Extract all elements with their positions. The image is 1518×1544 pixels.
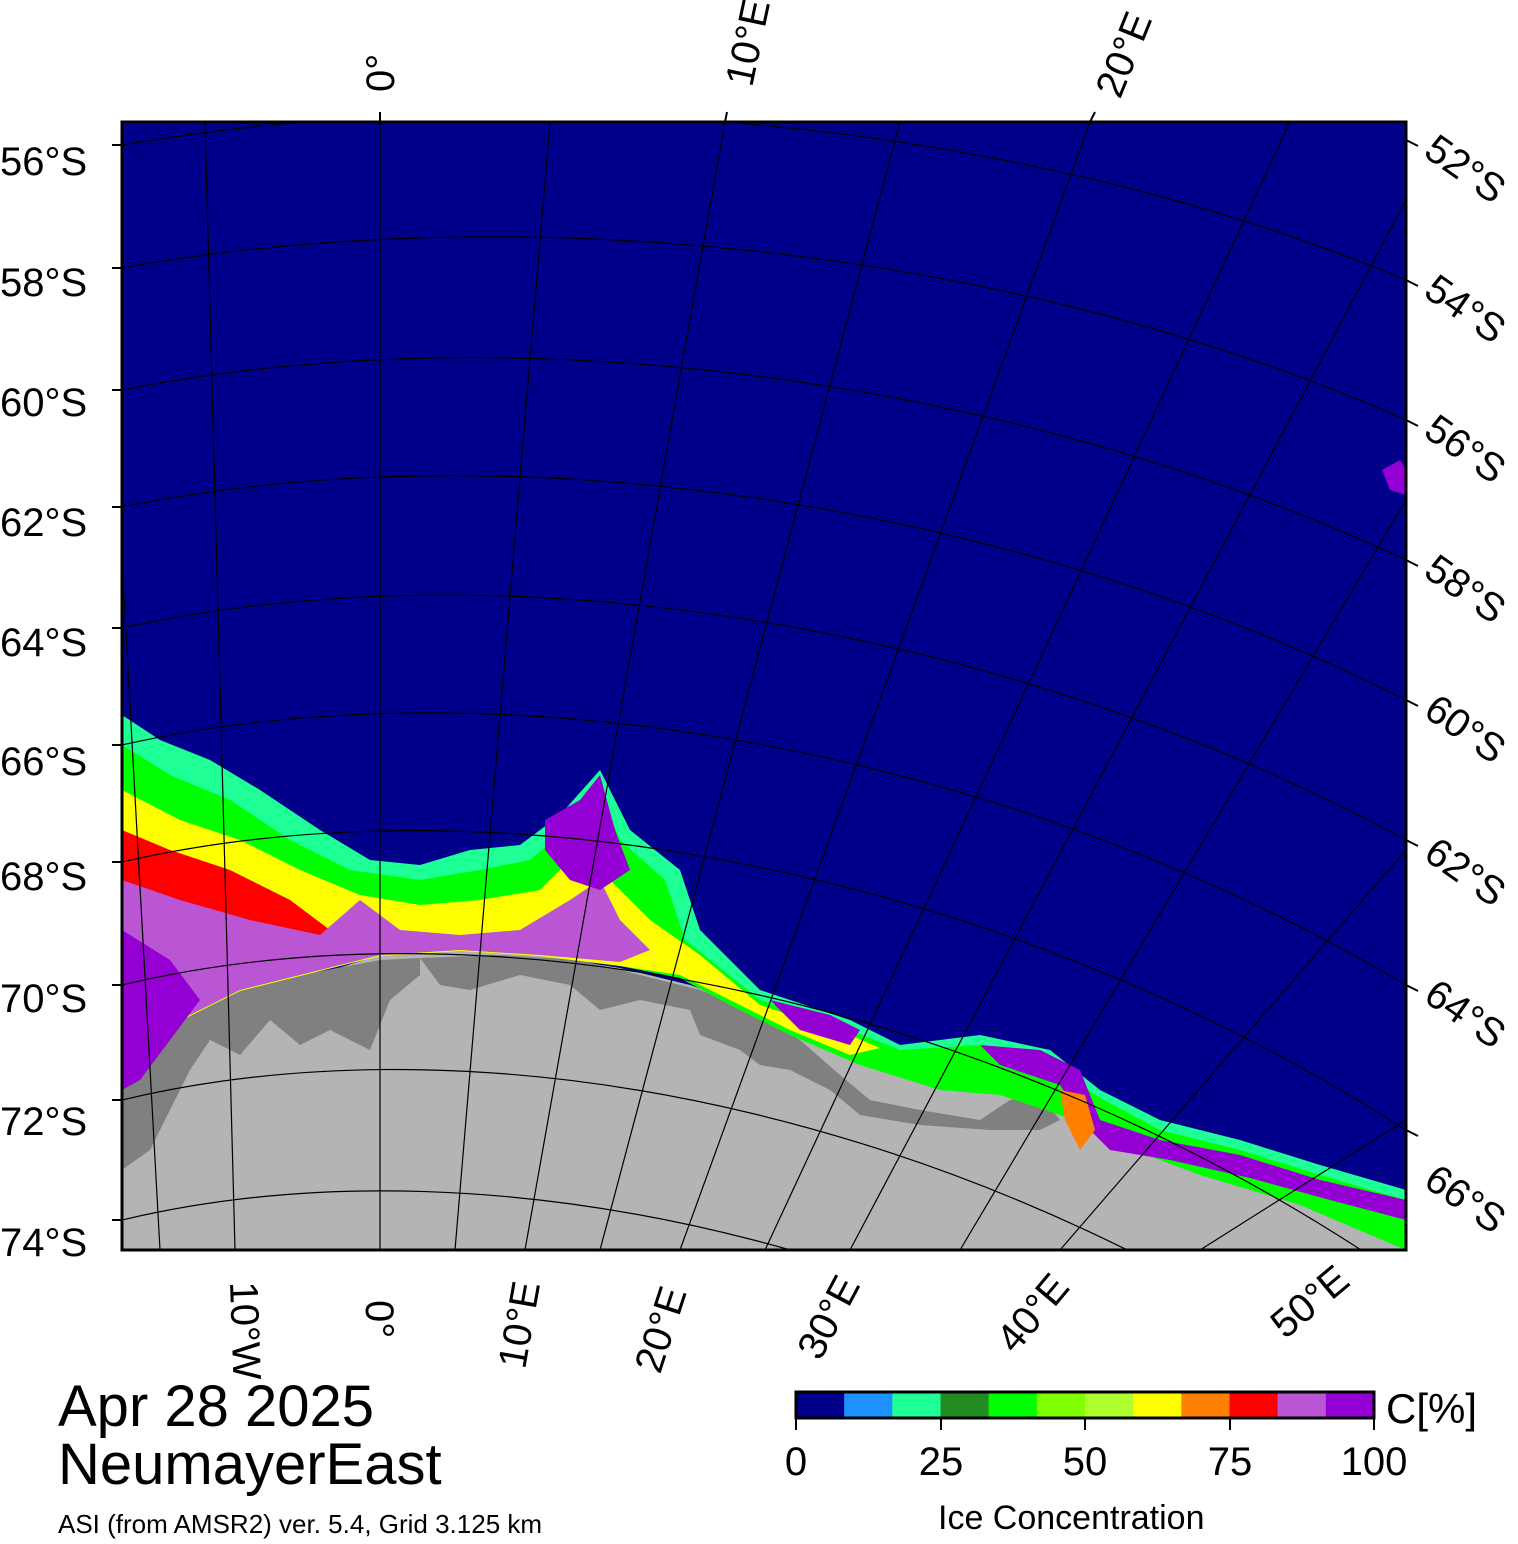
data-source: ASI (from AMSR2) ver. 5.4, Grid 3.125 km	[58, 1509, 543, 1539]
lat-label: 64°S	[1417, 971, 1514, 1057]
lon-labels-bottom: 10°W 0° 10°E 20°E 30°E 40°E 50°E	[221, 1257, 1358, 1381]
colorbar-segment	[1036, 1392, 1086, 1418]
colorbar-segment	[1133, 1392, 1182, 1418]
lat-label: 58°S	[0, 261, 87, 305]
colorbar-tick-label: 0	[784, 1440, 808, 1484]
colorbar-segment	[1325, 1392, 1375, 1418]
map-area	[122, 122, 1406, 1250]
lat-labels-left: 56°S 58°S 60°S 62°S 64°S 66°S 68°S 70°S …	[0, 140, 87, 1265]
lon-label: 0°	[357, 1300, 401, 1338]
colorbar-segment	[988, 1392, 1038, 1418]
lon-label: 10°E	[718, 0, 779, 90]
colorbar-segment	[796, 1392, 845, 1418]
colorbar-segment	[940, 1392, 990, 1418]
lat-label: 62°S	[1417, 829, 1514, 915]
region-name: NeumayerEast	[58, 1432, 442, 1497]
colorbar-segment	[1229, 1392, 1279, 1418]
map-frame	[120, 120, 1408, 1252]
lat-label: 72°S	[0, 1100, 87, 1144]
lat-label: 56°S	[1417, 406, 1514, 492]
colorbar-segment	[892, 1392, 941, 1418]
tick-marks	[112, 111, 1419, 1221]
colorbar-segment	[844, 1392, 893, 1418]
lat-label: 66°S	[0, 740, 87, 784]
ice-shelf	[122, 958, 420, 1170]
colorbar-title: Ice Concentration	[938, 1499, 1205, 1537]
lon-labels-top: 0° 10°E 20°E	[359, 0, 1161, 103]
colorbar-segment	[1277, 1392, 1327, 1418]
colorbar-tick-label: 75	[1207, 1440, 1253, 1484]
lon-label: 0°	[359, 54, 403, 92]
lon-label: 10°W	[221, 1281, 268, 1381]
lon-label: 20°E	[627, 1281, 696, 1378]
colorbar-tick-label: 100	[1340, 1440, 1408, 1484]
sea-ice	[122, 460, 1406, 1250]
colorbar-tick-label: 25	[918, 1440, 964, 1484]
land	[122, 950, 1406, 1250]
lon-label: 10°E	[491, 1278, 549, 1371]
colorbar	[794, 1390, 1376, 1420]
lat-label: 60°S	[0, 381, 87, 425]
lat-label: 62°S	[0, 501, 87, 545]
colorbar-tick-label: 50	[1062, 1440, 1108, 1484]
lat-label: 68°S	[0, 855, 87, 899]
lat-label: 60°S	[1417, 686, 1514, 772]
lat-label: 52°S	[1417, 126, 1514, 212]
colorbar-segment	[1085, 1392, 1134, 1418]
lon-label: 30°E	[789, 1269, 869, 1367]
lat-label: 64°S	[0, 621, 87, 665]
lat-label: 70°S	[0, 977, 87, 1021]
ice-shelf	[420, 955, 1060, 1130]
colorbar-segment	[1181, 1392, 1230, 1418]
lat-label: 66°S	[1417, 1156, 1514, 1242]
lat-label: 56°S	[0, 140, 87, 184]
colorbar-unit: C[%]	[1386, 1385, 1478, 1432]
lat-label: 74°S	[0, 1221, 87, 1265]
lon-label: 20°E	[1088, 6, 1161, 103]
lat-labels-right: 52°S 54°S 56°S 58°S 60°S 62°S 64°S 66°S	[1417, 126, 1514, 1242]
map-date: Apr 28 2025	[58, 1374, 375, 1439]
lat-label: 54°S	[1417, 266, 1514, 352]
lat-label: 58°S	[1417, 546, 1514, 632]
lon-label: 50°E	[1263, 1257, 1358, 1347]
colorbar-ticks	[795, 1418, 1375, 1430]
lon-label: 40°E	[988, 1266, 1078, 1361]
